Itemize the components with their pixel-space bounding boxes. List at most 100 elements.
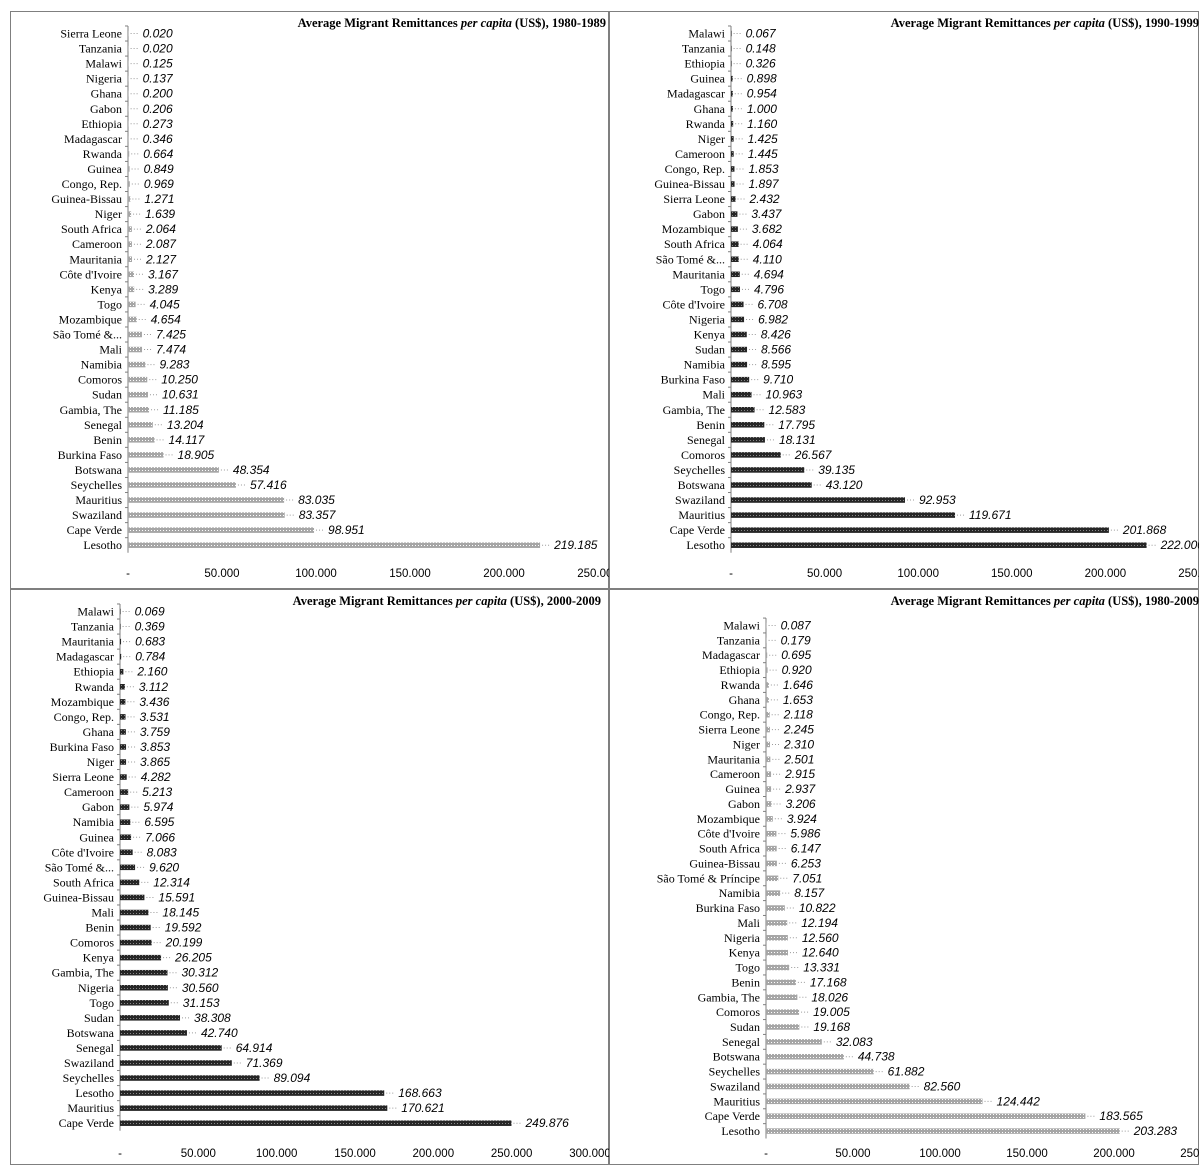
category-label: Mauritania [707, 752, 760, 766]
category-label: Ethiopia [719, 663, 760, 677]
category-label: Benin [93, 433, 122, 447]
bar [120, 759, 127, 765]
chart-title: Average Migrant Remittances per capita (… [298, 16, 606, 30]
data-label: 8.595 [761, 358, 791, 372]
category-label: Cameroon [675, 147, 725, 161]
category-label: Togo [98, 297, 123, 311]
data-label: 1.271 [144, 192, 174, 206]
category-label: Nigeria [78, 981, 115, 995]
category-label: Mauritania [61, 635, 114, 649]
bar [128, 256, 132, 262]
data-label: 5.974 [143, 800, 173, 814]
x-tick-label: - [118, 1148, 122, 1160]
category-label: São Tomé &... [45, 860, 114, 874]
category-label: Malawi [688, 27, 725, 41]
data-label: 0.664 [143, 147, 173, 161]
data-label: 8.426 [761, 328, 791, 342]
category-label: Nigeria [689, 312, 726, 326]
data-label: 6.253 [791, 856, 821, 870]
data-label: 0.898 [747, 72, 777, 86]
bar [766, 1009, 800, 1015]
category-label: Nigeria [86, 72, 123, 86]
data-label: 83.357 [299, 508, 337, 522]
bar [766, 830, 777, 837]
bar [128, 30, 129, 37]
category-label: Malawi [85, 57, 122, 71]
bar [766, 979, 796, 986]
category-label: Ethiopia [684, 57, 725, 71]
bar [766, 652, 768, 658]
category-label: Namibia [73, 815, 115, 829]
data-label: 8.566 [761, 343, 791, 357]
data-label: 12.560 [802, 931, 839, 945]
category-label: Lesotho [83, 538, 122, 552]
category-label: Botswana [713, 1050, 761, 1064]
bar [120, 864, 136, 871]
bar [128, 90, 129, 97]
bar [128, 196, 131, 202]
data-label: 8.083 [147, 845, 177, 859]
data-label: 3.531 [140, 710, 170, 724]
data-label: 61.882 [888, 1065, 925, 1079]
bar [766, 667, 768, 673]
panel-border [10, 11, 609, 589]
bar [128, 226, 132, 232]
category-label: Ethiopia [81, 117, 122, 131]
data-label: 0.148 [746, 42, 776, 56]
category-label: Senegal [84, 418, 123, 432]
bar [766, 860, 777, 867]
category-label: Niger [698, 132, 725, 146]
data-label: 6.708 [758, 297, 788, 311]
data-label: 12.640 [802, 946, 839, 960]
data-label: 0.954 [747, 87, 777, 101]
bar [731, 376, 750, 383]
x-tick-label: 100.000 [295, 568, 337, 580]
bar [128, 482, 236, 488]
chart-title: Average Migrant Remittances per capita (… [293, 594, 601, 608]
category-label: Gambia, The [663, 403, 725, 417]
data-label: 13.331 [803, 961, 840, 975]
bar [731, 497, 906, 503]
data-label: 2.432 [749, 192, 780, 206]
x-tick-label: 200.000 [1085, 568, 1127, 580]
category-label: Côte d'Ivoire [698, 827, 760, 841]
bar [120, 804, 130, 810]
bar [120, 1045, 222, 1051]
category-label: São Tomé &... [656, 252, 725, 266]
bar [128, 241, 132, 247]
data-label: 7.474 [156, 343, 186, 357]
bar [731, 422, 765, 428]
category-label: Togo [90, 996, 115, 1010]
bar [128, 211, 132, 217]
data-label: 11.185 [163, 403, 199, 417]
bar [120, 849, 133, 856]
bar [120, 623, 121, 630]
category-label: Congo, Rep. [700, 708, 760, 722]
chart-panel-1990-1999: Average Migrant Remittances per capita (… [609, 11, 1199, 589]
bar-chart-svg: Average Migrant Remittances per capita (… [609, 589, 1199, 1165]
category-label: Sudan [695, 343, 725, 357]
category-label: Gabon [728, 797, 760, 811]
x-tick-label: 100.000 [919, 1148, 961, 1160]
data-label: 17.795 [778, 418, 815, 432]
chart-title: Average Migrant Remittances per capita (… [891, 16, 1199, 30]
category-label: Seychelles [709, 1065, 761, 1079]
data-label: 0.137 [143, 72, 174, 86]
bar [766, 637, 767, 644]
data-label: 0.179 [781, 633, 811, 647]
bar [731, 527, 1109, 533]
data-label: 30.560 [182, 981, 219, 995]
chart-panel-1980-2009: Average Migrant Remittances per capita (… [609, 589, 1199, 1165]
category-label: Sierra Leone [52, 770, 114, 784]
bar [731, 391, 752, 398]
bar [120, 729, 126, 735]
bar [766, 920, 788, 926]
category-label: Lesotho [686, 538, 725, 552]
category-label: Guinea [690, 72, 725, 86]
bar [120, 789, 129, 795]
bar [120, 668, 124, 675]
category-label: Sudan [84, 1011, 114, 1025]
category-label: Senegal [76, 1041, 115, 1055]
x-tick-label: 200.000 [413, 1148, 455, 1160]
bar [128, 437, 155, 443]
